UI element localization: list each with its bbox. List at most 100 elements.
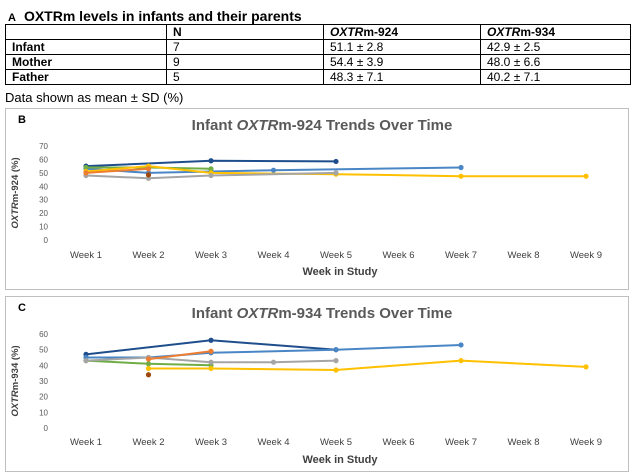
y-tick-label: 60 (39, 155, 48, 164)
data-point (145, 361, 152, 367)
row-n: 7 (166, 39, 324, 55)
data-point (333, 358, 339, 364)
x-tick-label: Week 2 (132, 250, 164, 261)
y-axis-label: OXTRm-924 (%) (10, 157, 21, 228)
series-line (85, 171, 337, 180)
row-label: Father (5, 69, 167, 85)
row-n: 9 (166, 54, 324, 70)
row-m924: 48.3 ± 7.1 (323, 69, 481, 85)
data-point (83, 358, 89, 364)
x-tick-label: Week 3 (195, 437, 227, 448)
x-axis-label: Week in Study (303, 266, 379, 278)
row-label: Infant (5, 39, 167, 55)
series-line (85, 167, 149, 174)
x-tick-label: Week 5 (320, 437, 352, 448)
data-point (458, 164, 464, 171)
data-point (145, 372, 152, 378)
x-tick-label: Week 6 (382, 250, 414, 261)
data-point (83, 170, 89, 176)
panel-a-title: A OXTRm levels in infants and their paren… (8, 8, 302, 24)
data-point (145, 166, 152, 172)
y-tick-label: 60 (39, 330, 48, 339)
y-tick-label: 30 (39, 377, 48, 386)
data-point (145, 172, 152, 178)
y-tick-label: 50 (39, 346, 48, 355)
x-tick-label: Week 8 (507, 250, 539, 261)
x-tick-label: Week 3 (195, 250, 227, 261)
oxtrm-table: N OXTRm-924 OXTRm-934 Infant 7 51.1 ± 2.… (5, 24, 631, 85)
header-m934-gene: OXTR (487, 25, 521, 39)
header-n: N (166, 24, 324, 40)
data-point (333, 170, 339, 176)
y-axis-label: OXTRm-934 (%) (10, 345, 21, 416)
row-n: 5 (166, 69, 324, 85)
chart-b-svg: B Infant OXTRm-924 Trends Over Time010203… (10, 114, 602, 278)
chart-title-gene: OXTR (237, 117, 279, 134)
series-line (148, 350, 212, 361)
chart-title-gene: OXTR (237, 305, 279, 322)
header-m924-site: m-924 (363, 25, 399, 39)
x-tick-label: Week 6 (382, 437, 414, 448)
chart-title: Infant OXTRm-934 Trends Over Time (192, 305, 453, 322)
chart-b-frame: B Infant OXTRm-924 Trends Over Time 0 10 20 3… (5, 108, 629, 290)
row-m934: 40.2 ± 7.1 (480, 69, 631, 85)
data-point (458, 173, 464, 179)
table-note: Data shown as mean ± SD (%) (5, 90, 184, 105)
data-point (458, 342, 464, 348)
panel-a-title-text: OXTRm levels in infants and their parent… (23, 8, 302, 24)
chart-title-pre: Infant (192, 305, 237, 322)
table-header-row: N OXTRm-924 OXTRm-934 (5, 24, 631, 40)
data-point (83, 164, 89, 171)
x-tick-label: Week 7 (445, 250, 477, 261)
data-point (333, 347, 339, 353)
data-point (145, 356, 152, 362)
table-row: Mother 9 54.4 ± 3.9 48.0 ± 6.6 (5, 54, 631, 70)
x-axis-label: Week in Study (303, 454, 379, 466)
x-tick-label: Week 9 (570, 250, 602, 261)
panel-a-letter: A (8, 12, 16, 24)
header-m934-site: m-934 (520, 25, 556, 39)
y-tick-label: 10 (39, 408, 48, 417)
y-tick-label: 20 (39, 209, 48, 218)
data-point (583, 364, 589, 370)
chart-title-post: m-934 Trends Over Time (278, 305, 452, 322)
header-m924: OXTRm-924 (323, 24, 481, 40)
data-point (270, 167, 277, 173)
data-point (145, 365, 152, 372)
x-tick-label: Week 7 (445, 437, 477, 448)
data-point (208, 365, 214, 372)
data-point (333, 158, 339, 165)
x-tick-label: Week 1 (70, 437, 102, 448)
y-tick-label: 70 (39, 142, 48, 151)
header-blank (5, 24, 167, 40)
table-row: Infant 7 51.1 ± 2.8 42.9 ± 2.5 (5, 39, 631, 55)
data-point (458, 358, 464, 364)
y-axis-label-gene: OXTR (10, 202, 21, 229)
data-point (208, 348, 214, 354)
x-tick-label: Week 4 (257, 250, 289, 261)
data-point (208, 158, 214, 164)
row-m924: 51.1 ± 2.8 (323, 39, 481, 55)
x-tick-label: Week 2 (132, 437, 164, 448)
x-tick-label: Week 9 (570, 437, 602, 448)
y-tick-label: 10 (39, 223, 48, 232)
panel-letter: C (18, 302, 26, 314)
row-m934: 48.0 ± 6.6 (480, 54, 631, 70)
x-tick-label: Week 5 (320, 250, 352, 261)
chart-title-post: m-924 Trends Over Time (278, 117, 452, 134)
row-label: Mother (5, 54, 167, 70)
data-point (583, 173, 589, 179)
header-m934: OXTRm-934 (480, 24, 631, 40)
data-point (208, 166, 214, 172)
header-m924-gene: OXTR (330, 25, 364, 39)
data-point (208, 337, 214, 343)
x-tick-label: Week 1 (70, 250, 102, 261)
y-axis-label-rest: m-934 (%) (10, 345, 21, 390)
y-axis-label-rest: m-924 (%) (10, 157, 21, 202)
y-tick-label: 20 (39, 393, 48, 402)
data-point (270, 359, 277, 365)
y-tick-label: 40 (39, 182, 48, 191)
y-tick-label: 0 (44, 236, 49, 245)
data-point (208, 172, 214, 179)
panel-letter: B (18, 114, 26, 126)
